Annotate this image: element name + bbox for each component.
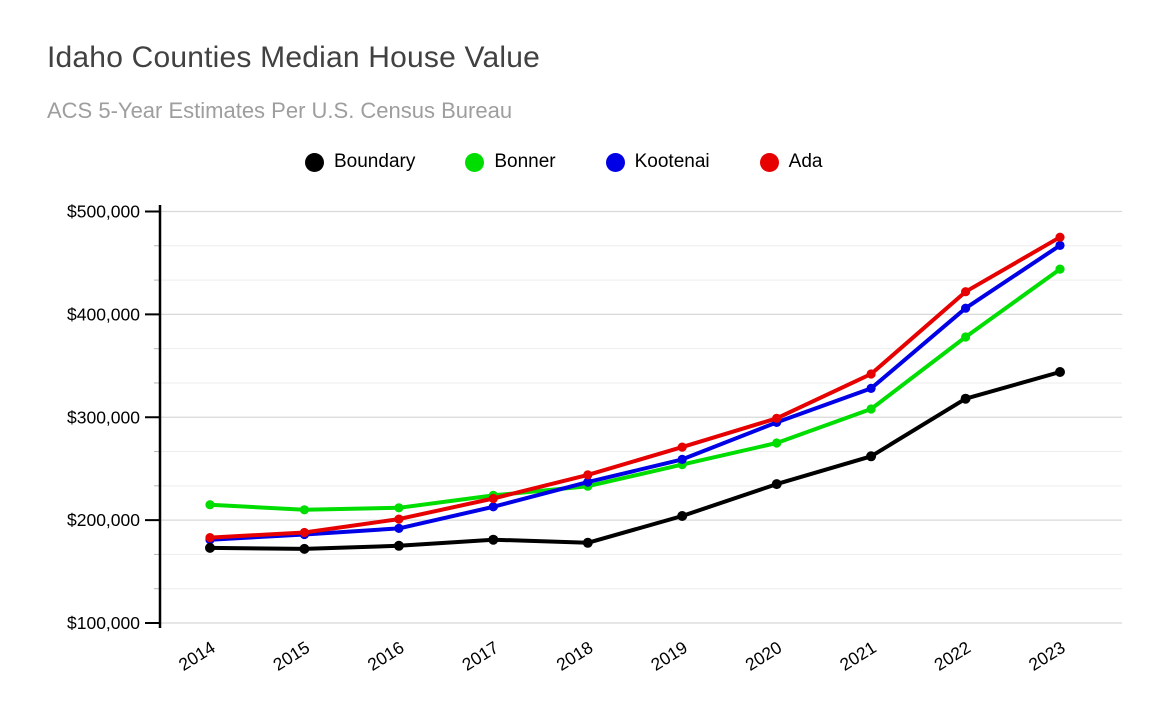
chart-title: Idaho Counties Median House Value (47, 41, 541, 74)
legend-item-bonner: Bonner (465, 151, 556, 173)
data-point-bonner (772, 438, 782, 448)
series-line-kootenai (208, 243, 1062, 542)
data-point-boundary (393, 540, 404, 551)
data-point-ada (205, 533, 215, 543)
data-point-kootenai (677, 454, 687, 464)
data-point-boundary (205, 542, 215, 553)
series-line-boundary (208, 370, 1062, 551)
series-line-ada (208, 235, 1062, 540)
legend-swatch-kootenai (605, 152, 625, 172)
legend-swatch-boundary (305, 152, 324, 172)
x-tick-label: 2023 (1025, 637, 1069, 675)
x-tick-label: 2021 (836, 637, 880, 675)
data-point-kootenai (866, 383, 876, 393)
x-tick-label: 2020 (742, 637, 786, 675)
legend-label-ada: Ada (788, 151, 823, 172)
x-axis-labels: 2014 2015 2016 2017 2018 2019 2020 2021 2022 2023 (175, 637, 1069, 675)
data-point-boundary (771, 479, 782, 490)
data-point-ada (866, 369, 876, 379)
data-point-bonner (866, 404, 876, 414)
data-point-bonner (205, 500, 215, 510)
x-tick-label: 2019 (647, 637, 691, 675)
data-point-boundary (299, 543, 310, 554)
legend-item-boundary: Boundary (305, 151, 415, 173)
data-point-boundary (866, 451, 877, 462)
legend-label-bonner: Bonner (494, 151, 556, 172)
legend-item-kootenai: Kootenai (605, 151, 710, 173)
data-point-kootenai (394, 523, 404, 534)
data-point-bonner (299, 505, 309, 515)
series-points-ada (205, 232, 1065, 543)
data-point-bonner (961, 332, 971, 342)
y-tick-label: $500,000 (67, 202, 140, 222)
legend-label-kootenai: Kootenai (634, 151, 710, 172)
y-tick-label: $100,000 (67, 613, 140, 633)
data-point-ada (394, 514, 404, 524)
legend-swatch-ada (759, 152, 779, 172)
data-point-ada (772, 413, 782, 423)
x-tick-label: 2017 (458, 637, 502, 675)
data-point-boundary (1055, 367, 1065, 377)
x-tick-label: 2014 (175, 637, 219, 675)
legend-label-boundary: Boundary (334, 151, 416, 172)
data-point-ada (488, 493, 498, 504)
data-point-bonner (394, 503, 404, 513)
series-points-boundary (205, 367, 1065, 554)
legend-item-ada: Ada (759, 151, 823, 173)
data-point-ada (299, 527, 309, 538)
x-tick-label: 2022 (931, 637, 975, 675)
data-point-boundary (677, 511, 688, 521)
chart-legend: Boundary Bonner Kootenai Ada (305, 147, 822, 177)
data-point-kootenai (961, 303, 971, 313)
y-tick-label: $400,000 (67, 304, 140, 324)
data-point-kootenai (488, 502, 498, 512)
chart-subtitle: ACS 5-Year Estimates Per U.S. Census Bur… (47, 98, 513, 123)
major-gridlines: $100,000 $200,000 $300,000 $400,000 $500,000 (67, 202, 1122, 633)
y-tick-label: $300,000 (67, 407, 140, 427)
data-point-kootenai (1055, 240, 1065, 250)
data-point-ada (677, 442, 687, 452)
data-point-kootenai (583, 477, 593, 487)
data-point-boundary (960, 393, 971, 404)
data-point-bonner (1055, 264, 1065, 274)
series-line-bonner (208, 267, 1062, 512)
data-point-ada (583, 470, 593, 480)
data-point-ada (961, 287, 971, 297)
data-point-ada (1055, 232, 1065, 242)
minor-gridlines (154, 245, 1122, 590)
data-point-boundary (582, 537, 593, 548)
x-tick-label: 2016 (364, 637, 408, 675)
x-tick-label: 2015 (269, 637, 313, 675)
series-points-kootenai (205, 240, 1065, 545)
data-point-boundary (488, 534, 499, 545)
x-tick-label: 2018 (553, 637, 597, 675)
legend-swatch-bonner (465, 152, 485, 172)
series-points-bonner (205, 264, 1065, 515)
y-tick-label: $200,000 (67, 510, 140, 530)
